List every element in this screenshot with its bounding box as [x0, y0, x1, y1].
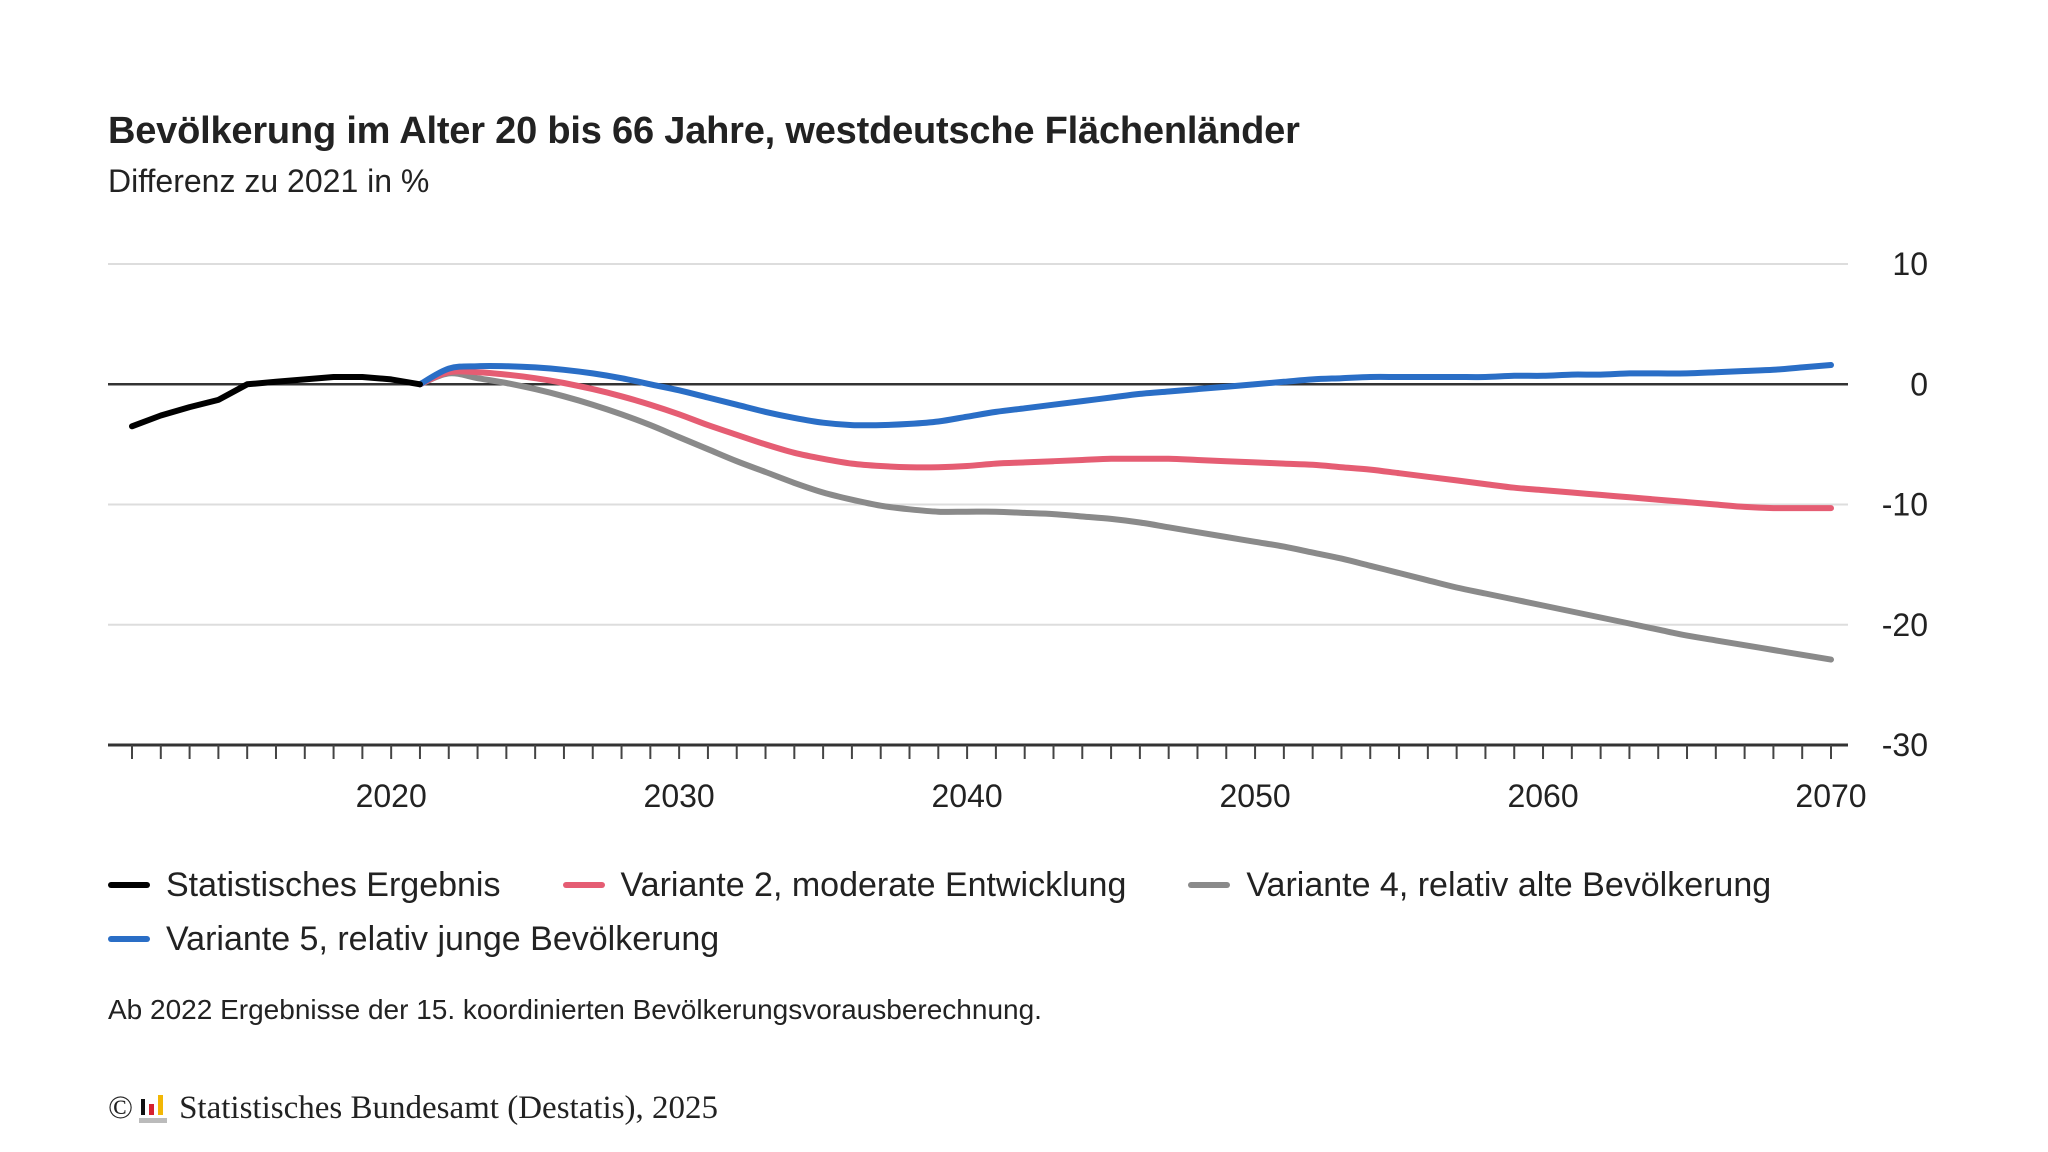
line-chart: 2020 2030 2040 2050 2060 2070 10 0 -10 -20 -30: [108, 246, 1928, 814]
series-line-variante-5: [417, 362, 1834, 429]
chart-title: Bevölkerung im Alter 20 bis 66 Jahre, we…: [108, 110, 1300, 152]
credit-text: Statistisches Bundesamt (Destatis), 2025: [179, 1090, 719, 1126]
series-line-variante-4: [417, 370, 1834, 663]
legend-label: Variante 2, moderate Entwicklung: [620, 865, 1127, 904]
legend-label: Variante 4, relativ alte Bevölkerung: [1246, 865, 1772, 904]
legend-swatch: [562, 882, 605, 888]
legend-item-variante-4[interactable]: Variante 4, relativ alte Bevölkerung: [1188, 866, 1771, 905]
legend-swatch: [1188, 882, 1231, 888]
y-tick-label: 10: [1892, 246, 1928, 282]
series-line-variante-2: [417, 368, 1834, 512]
series-lines: [129, 362, 1834, 663]
x-tick-label: 2070: [1795, 778, 1866, 814]
x-tick-label: 2040: [932, 778, 1003, 814]
legend-swatch: [108, 936, 150, 942]
x-tick-label: 2050: [1219, 778, 1290, 814]
y-tick-label: 0: [1910, 366, 1928, 402]
legend-label: Statistisches Ergebnis: [166, 865, 501, 904]
x-axis: 2020 2030 2040 2050 2060 2070: [108, 743, 1867, 814]
footnote: Ab 2022 Ergebnisse der 15. koordinierten…: [108, 994, 1042, 1025]
legend-item-statistisches-ergebnis[interactable]: Statistisches Ergebnis: [108, 866, 501, 905]
credit: © Statistisches Bundesamt (Destatis), 20…: [108, 1090, 718, 1127]
y-axis: 10 0 -10 -20 -30: [1882, 246, 1928, 763]
x-tick-label: 2030: [644, 778, 715, 814]
y-tick-label: -30: [1882, 727, 1928, 763]
legend-item-variante-5[interactable]: Variante 5, relativ junge Bevölkerung: [108, 920, 719, 959]
legend-item-variante-2[interactable]: Variante 2, moderate Entwicklung: [562, 865, 1127, 905]
y-tick-label: -20: [1882, 607, 1928, 643]
x-tick-label: 2020: [356, 778, 427, 814]
legend: Statistisches Ergebnis Variante 2, moder…: [108, 858, 1908, 966]
legend-swatch: [108, 882, 150, 888]
y-tick-label: -10: [1882, 487, 1928, 523]
x-tick-label: 2060: [1507, 778, 1578, 814]
gridlines: [108, 263, 1848, 626]
destatis-logo-icon: [139, 1094, 169, 1123]
chart-subtitle: Differenz zu 2021 in %: [108, 163, 430, 199]
copyright-icon: ©: [108, 1090, 134, 1126]
legend-label: Variante 5, relativ junge Bevölkerung: [166, 919, 720, 958]
series-line-statistisches-ergebnis: [129, 374, 423, 430]
